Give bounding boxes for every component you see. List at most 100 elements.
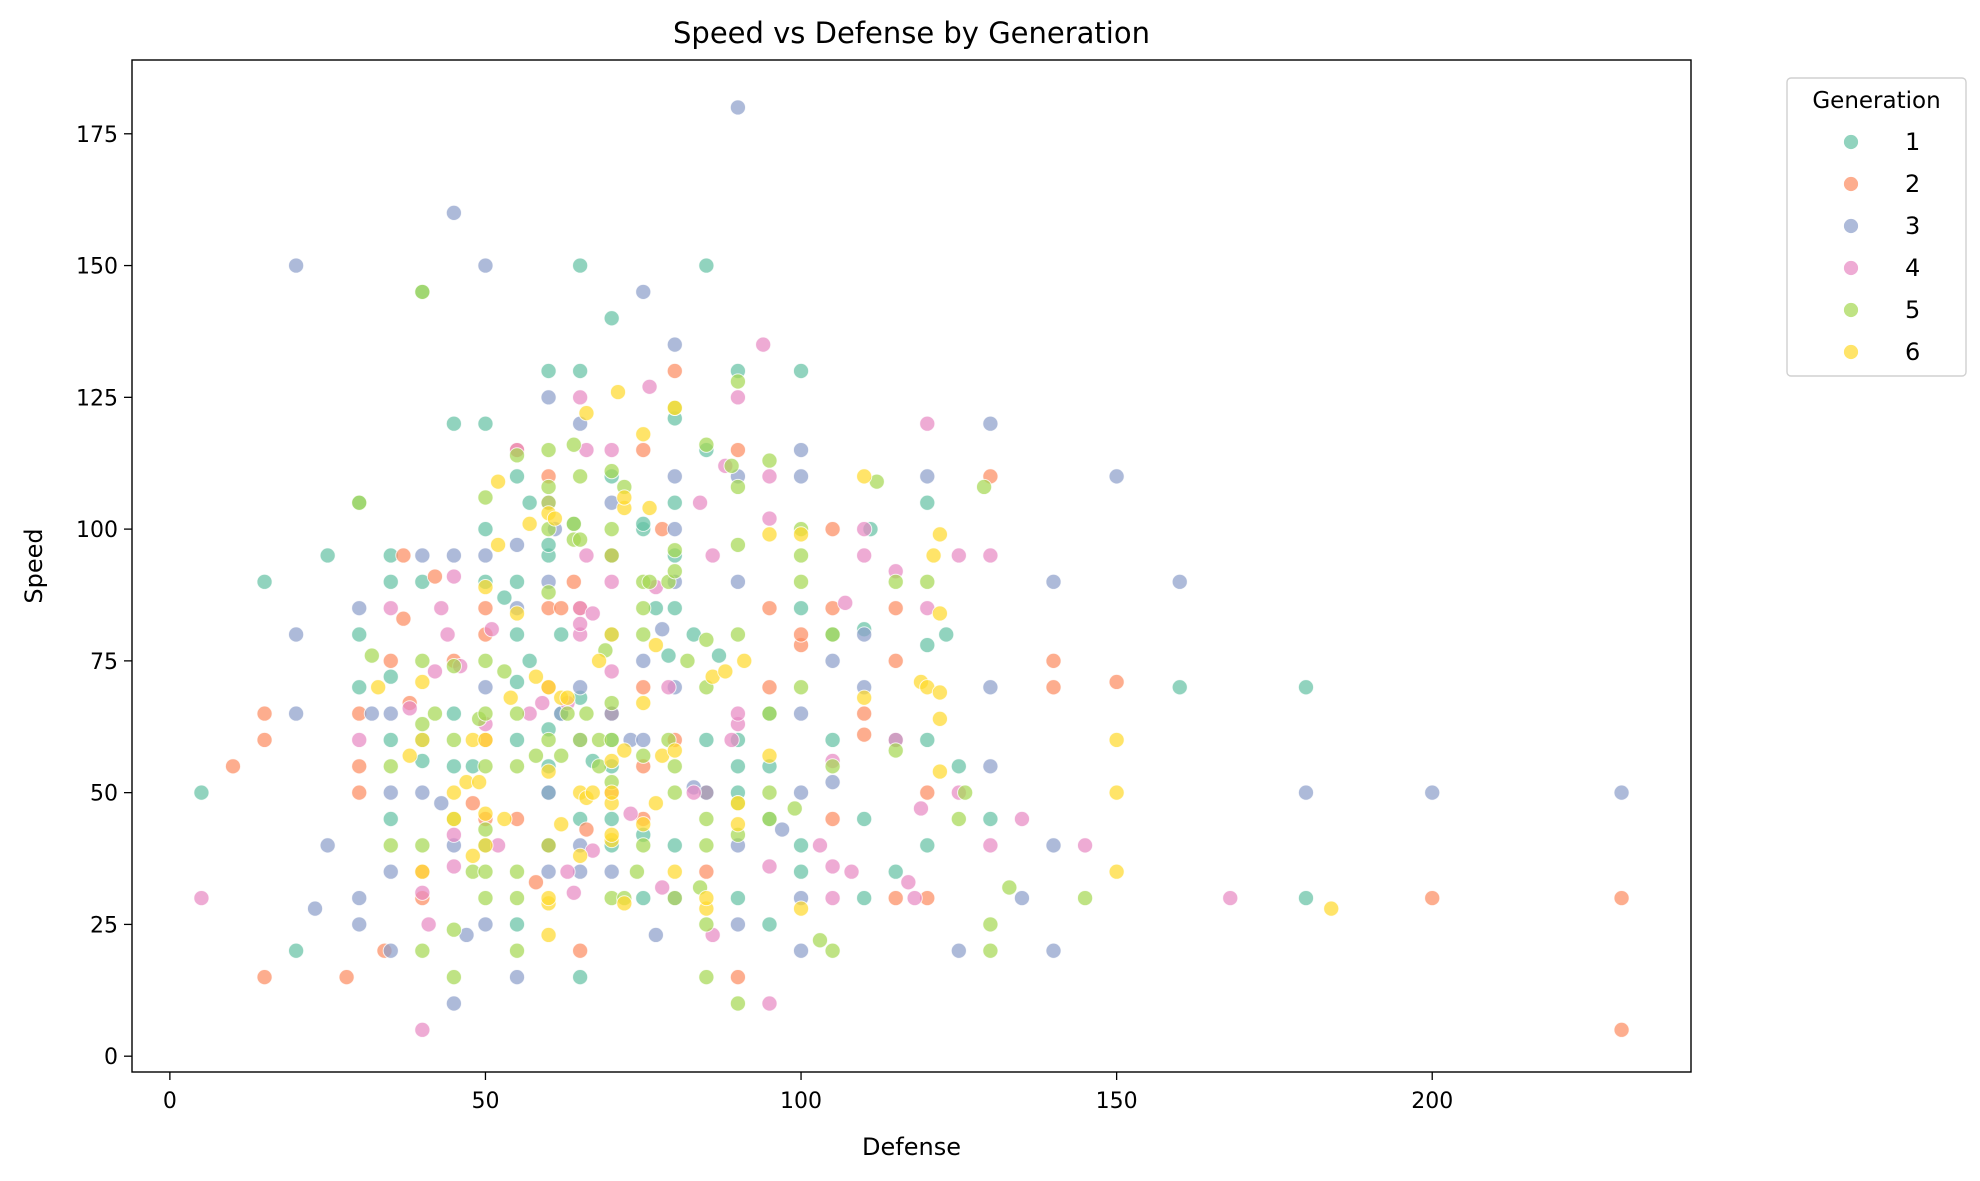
data-point: [565, 573, 582, 590]
data-point: [824, 626, 841, 643]
data-point: [856, 705, 873, 722]
data-point: [546, 510, 563, 527]
data-point: [527, 874, 545, 891]
data-point: [477, 415, 494, 432]
data-point: [900, 874, 917, 891]
data-point: [603, 731, 620, 749]
data-point: [445, 731, 462, 749]
y-tick-label: 75: [90, 650, 118, 675]
y-tick-label: 0: [104, 1045, 118, 1070]
data-point: [647, 926, 664, 944]
data-point: [553, 816, 570, 833]
data-point: [635, 283, 652, 301]
data-point: [565, 436, 582, 453]
data-point: [811, 837, 829, 854]
data-point: [540, 784, 557, 801]
data-point: [351, 889, 368, 907]
data-point: [382, 600, 399, 617]
data-point: [666, 362, 683, 380]
data-point: [761, 526, 778, 543]
data-point: [761, 858, 778, 875]
legend-label: 6: [1905, 338, 1920, 366]
data-point: [256, 705, 273, 722]
data-point: [603, 663, 620, 680]
data-point: [717, 663, 734, 680]
data-point: [584, 784, 601, 801]
data-point: [508, 626, 526, 643]
data-point: [654, 621, 671, 638]
legend-title: Generation: [1812, 88, 1940, 114]
data-point: [508, 889, 526, 907]
data-point: [256, 731, 273, 749]
data-point: [666, 399, 683, 416]
data-point: [578, 405, 595, 422]
data-point: [445, 658, 462, 675]
data-point: [938, 626, 955, 643]
data-point: [351, 916, 368, 933]
data-point: [477, 652, 494, 669]
data-point: [508, 758, 526, 775]
data-point: [635, 889, 652, 907]
data-point: [666, 742, 683, 759]
data-point: [603, 752, 620, 770]
data-point: [540, 837, 557, 854]
data-point: [572, 531, 589, 548]
data-point: [508, 605, 526, 622]
data-point: [856, 521, 873, 538]
data-point: [635, 426, 652, 443]
data-point: [950, 547, 967, 564]
data-point: [540, 889, 557, 907]
data-point: [635, 626, 652, 643]
data-point: [1323, 900, 1340, 917]
data-point: [256, 573, 273, 590]
data-point: [382, 810, 399, 828]
data-point: [508, 705, 526, 722]
data-point: [1222, 889, 1239, 907]
data-point: [370, 679, 387, 696]
data-point: [572, 257, 589, 274]
x-axis-title: Defense: [862, 1133, 961, 1161]
data-point: [578, 705, 595, 722]
data-point: [382, 758, 399, 775]
series-6: [370, 383, 1340, 944]
data-point: [445, 858, 462, 875]
data-point: [698, 969, 715, 986]
data-point: [982, 547, 999, 564]
data-point: [729, 626, 747, 643]
legend: Generation 1 2 3 4 5 6: [1786, 77, 1967, 377]
data-point: [414, 716, 431, 733]
x-tick-label: 0: [163, 1089, 177, 1114]
data-point: [1045, 942, 1062, 959]
data-point: [382, 942, 399, 959]
points-layer: [193, 99, 1630, 1038]
data-point: [363, 705, 380, 722]
data-point: [1108, 673, 1125, 691]
data-point: [540, 731, 557, 749]
data-point: [919, 494, 936, 511]
data-point: [603, 573, 620, 590]
data-point: [382, 837, 399, 854]
data-point: [1076, 837, 1094, 854]
data-point: [508, 536, 526, 554]
data-point: [641, 378, 658, 395]
data-point: [975, 478, 993, 496]
data-point: [489, 473, 507, 490]
data-point: [603, 863, 620, 880]
data-point: [540, 536, 557, 554]
data-point: [414, 283, 431, 301]
data-point: [729, 995, 747, 1012]
data-point: [477, 547, 494, 564]
data-point: [856, 626, 873, 643]
data-point: [1045, 573, 1062, 590]
data-point: [540, 389, 557, 406]
data-point: [603, 694, 620, 712]
data-point: [1297, 889, 1315, 907]
data-point: [540, 584, 557, 601]
data-point: [445, 547, 462, 564]
data-point: [635, 816, 652, 833]
data-point: [761, 784, 778, 801]
data-point: [666, 494, 683, 511]
data-point: [540, 763, 557, 780]
data-point: [704, 547, 721, 564]
data-point: [982, 679, 999, 696]
